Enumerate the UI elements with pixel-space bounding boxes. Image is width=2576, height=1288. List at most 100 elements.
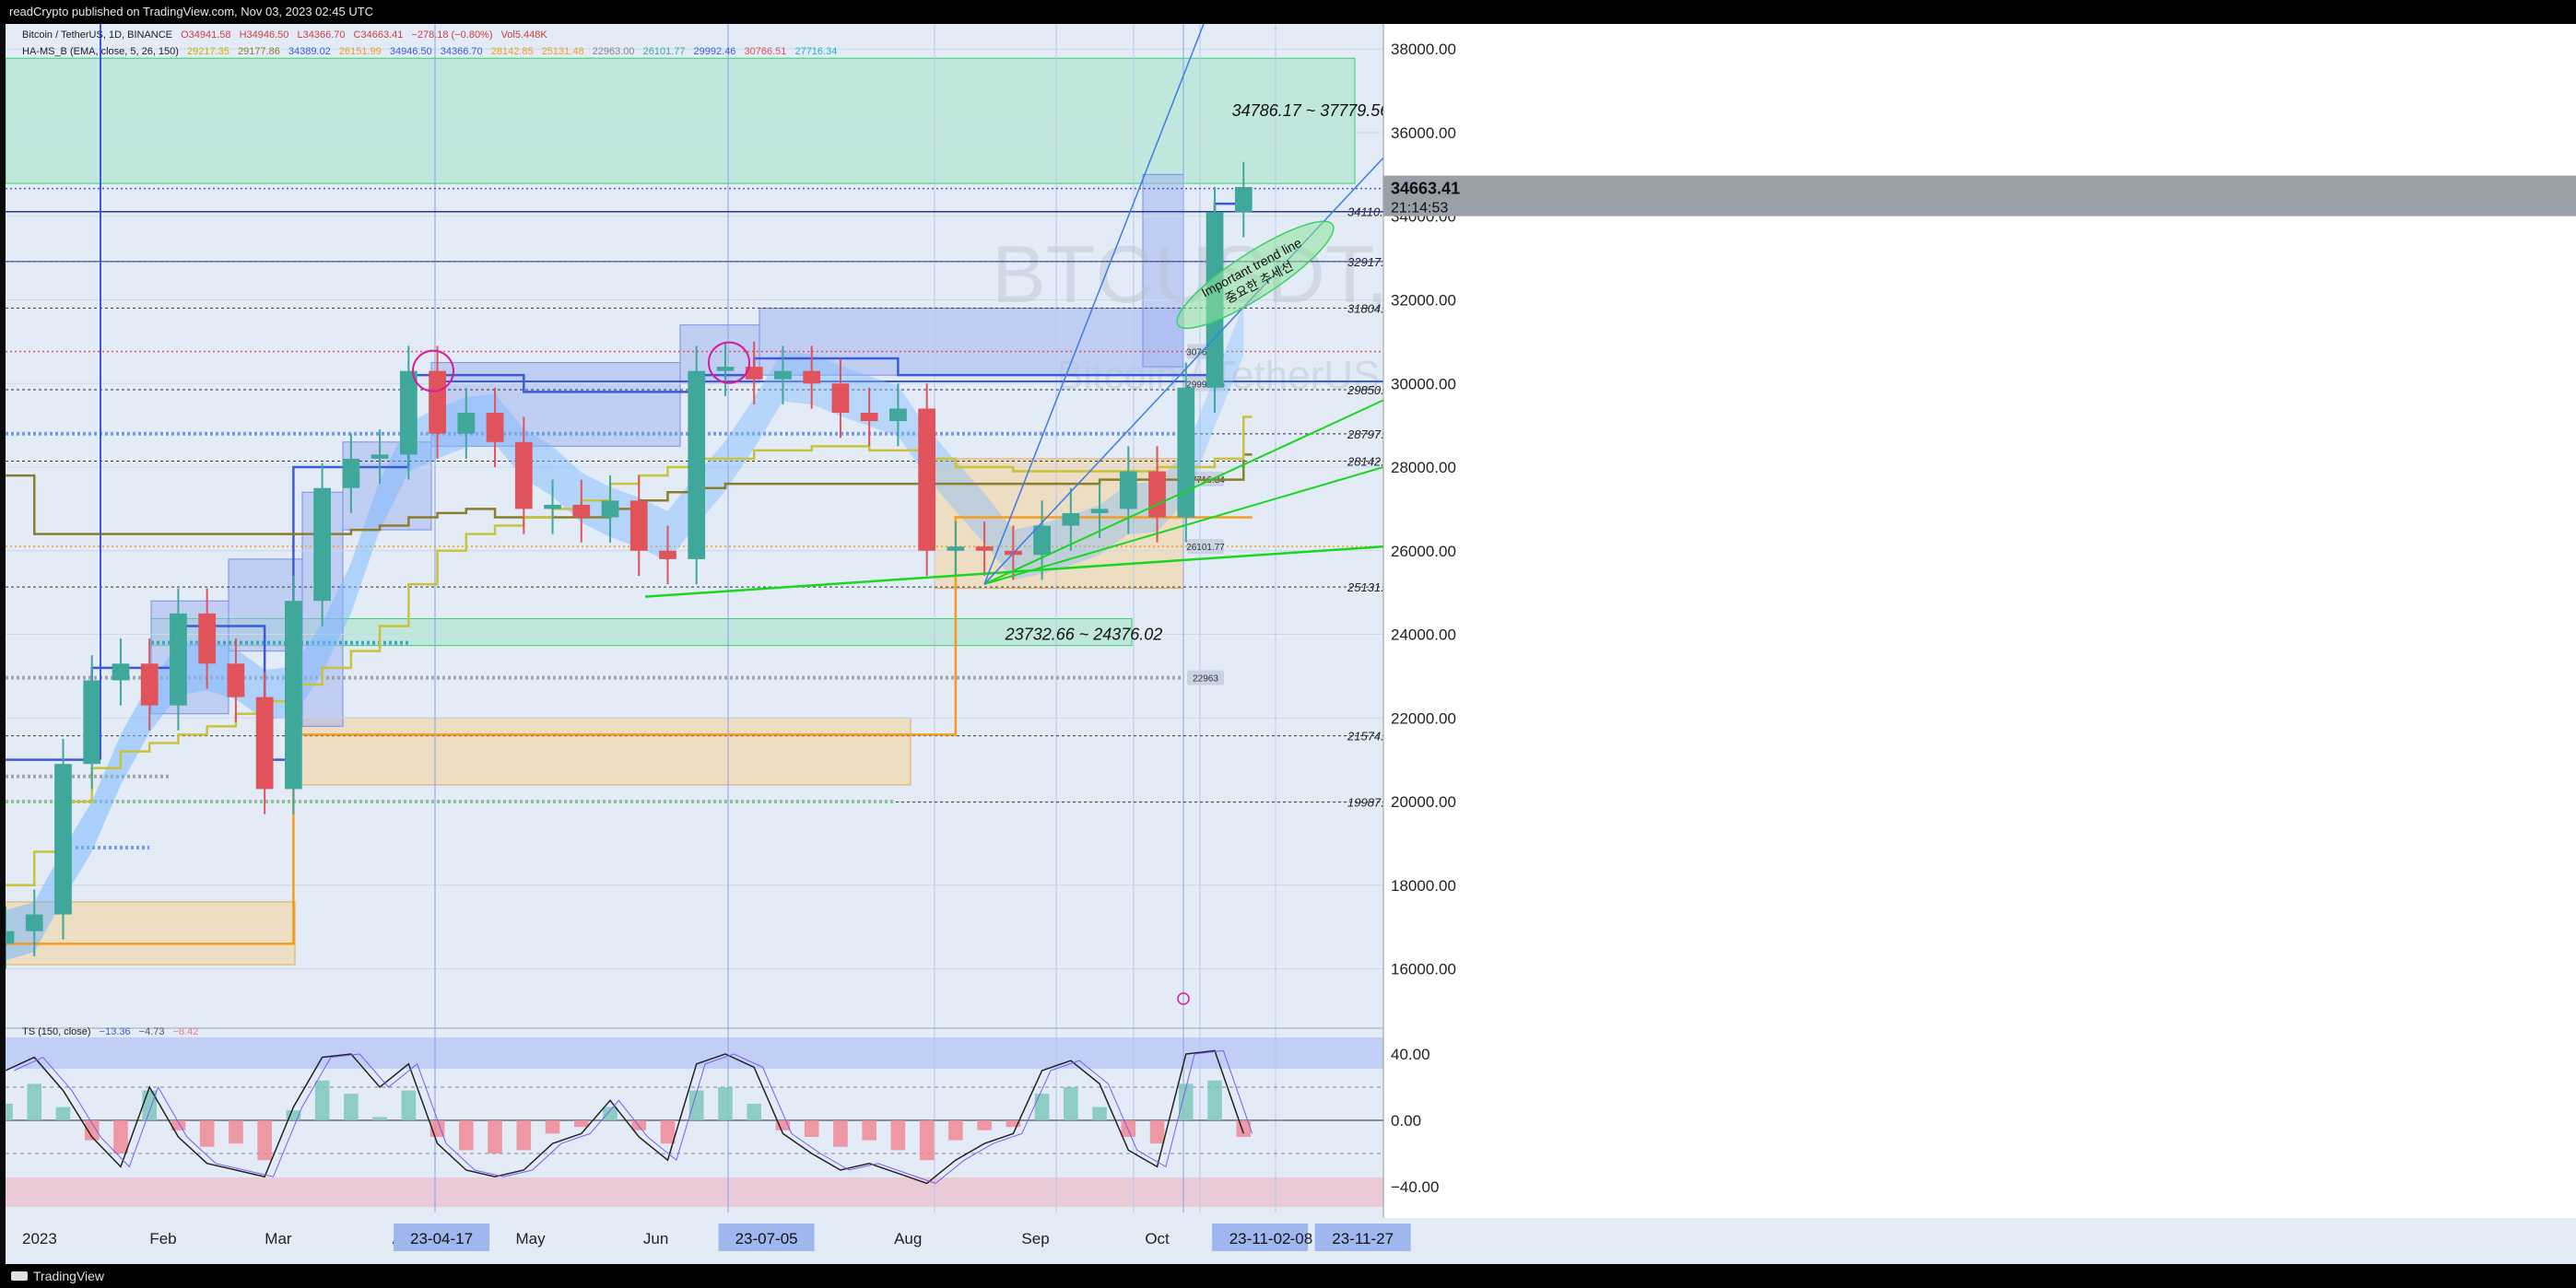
candle-body: [429, 370, 446, 434]
upper-zone-label: 34786.17 ~ 37779.56: [1232, 101, 1391, 120]
ts-value: −8.42: [172, 1026, 199, 1037]
indicator-value: 34389.02: [288, 46, 331, 57]
price-tick: 16000.00: [1391, 961, 1456, 978]
oscillator-bar: [1178, 1083, 1194, 1120]
oscillator-bar: [660, 1120, 676, 1144]
price-tag-label: 26101.77: [1186, 543, 1225, 553]
candle-body: [918, 408, 936, 551]
green-trend-line: [983, 466, 1384, 586]
ts-value: −4.73: [138, 1026, 165, 1037]
candle-body: [889, 408, 907, 422]
price-tag-label: 29992.46: [1186, 381, 1225, 391]
oscillator-bar: [775, 1120, 791, 1130]
indicator-legend: HA-MS_B (EMA, close, 5, 26, 150) 29217.3…: [22, 46, 842, 57]
oscillator-bar: [804, 1120, 819, 1137]
oscillator-bar: [516, 1120, 532, 1151]
time-highlight-label: 23-11-02: [1229, 1230, 1291, 1247]
oscillator-bar: [372, 1117, 387, 1120]
indicator-value: 34946.50: [389, 46, 432, 57]
oscillator-bar: [488, 1120, 502, 1153]
oscillator-bar: [27, 1083, 42, 1120]
indicator-value: 25131.48: [541, 46, 584, 57]
oscillator-bar: [113, 1120, 128, 1153]
oscillator-bar: [1006, 1120, 1021, 1128]
indicator-value: 26151.99: [338, 46, 382, 57]
time-label: 2023: [22, 1230, 57, 1247]
candle-body: [601, 500, 619, 518]
legend-volume: Vol5.448K: [500, 29, 547, 41]
candle-body: [25, 914, 43, 931]
candle-body: [399, 370, 418, 455]
candle-body: [285, 601, 302, 790]
price-tick: 28000.00: [1391, 459, 1456, 476]
time-label: Mar: [265, 1230, 292, 1247]
candle-body: [342, 458, 360, 488]
candle-body: [831, 383, 850, 414]
time-highlight-label: 23-11-27: [1332, 1230, 1394, 1247]
blue-box: [1142, 173, 1184, 368]
oscillator-bar: [977, 1120, 992, 1130]
grid-layer: [6, 24, 1383, 1212]
oscillator-upper-band: [6, 1037, 1383, 1069]
price-tick: 26000.00: [1391, 543, 1456, 560]
candle-body: [112, 663, 130, 681]
highlight-circle: [708, 341, 750, 384]
oscillator-bar: [401, 1090, 417, 1120]
legend-close: C34663.41: [353, 29, 404, 41]
price-tag: [1187, 539, 1224, 555]
trend-ellipse: [1176, 220, 1335, 330]
current-price-value: 34663.41: [1391, 180, 1460, 198]
price-tag-label: 30766.51: [1186, 347, 1225, 357]
price-tag: [1187, 670, 1224, 685]
candle-body: [170, 613, 187, 706]
trend-lines: [100, 23, 1384, 760]
candle-body: [803, 370, 821, 384]
time-label: Feb: [149, 1230, 176, 1247]
alert-icon: [1177, 992, 1190, 1005]
oscillator-bar: [718, 1087, 733, 1120]
candle-body: [544, 504, 561, 509]
time-highlight-label: 23-07-05: [735, 1230, 798, 1247]
oscillator-bar: [314, 1080, 330, 1120]
candle-body: [1090, 509, 1109, 513]
time-axis: 2023FebMarAprMayJunAugSepOct23-04-1723-0…: [6, 1218, 2576, 1264]
tradingview-logo[interactable]: TradingView: [11, 1264, 104, 1288]
price-tick: 36000.00: [1391, 124, 1456, 142]
upper-zone-box: [5, 57, 1356, 184]
candle-body: [659, 550, 676, 559]
legend-change: −278.18 (−0.80%): [411, 29, 493, 41]
oscillator-bar: [84, 1120, 100, 1141]
oscillator-bar: [229, 1120, 243, 1144]
price-tick: 22000.00: [1391, 709, 1456, 727]
candle-body: [1062, 512, 1080, 526]
indicator-value: 29992.46: [693, 46, 736, 57]
time-label: Oct: [1145, 1230, 1170, 1247]
oscillator-bar: [1064, 1087, 1078, 1120]
ts-label: TS (150, close): [22, 1026, 91, 1037]
oscillator-bar: [1207, 1080, 1222, 1120]
indicator-value: 30766.51: [744, 46, 787, 57]
candle-body: [745, 367, 763, 380]
indicator-value: 34366.70: [440, 46, 483, 57]
legend-low: L34366.70: [297, 29, 346, 41]
indicator-value: 29177.86: [237, 46, 280, 57]
oscillator-bar: [747, 1104, 762, 1120]
chart-frame[interactable]: BTCUSDT, 1D Bitcoin / TetherUS 34110.323…: [0, 23, 2576, 1264]
oscillator-lower-band: [6, 1177, 1383, 1207]
time-highlight: [394, 1224, 490, 1251]
brand-name: TradingView: [33, 1269, 105, 1283]
candle-body: [1234, 186, 1253, 213]
oscillator-pane: 40.00 0.00 −40.00: [0, 1046, 1439, 1196]
price-chart[interactable]: BTCUSDT, 1D Bitcoin / TetherUS 34110.323…: [0, 23, 2576, 1264]
lower-zone-label: 23732.66 ~ 24376.02: [1005, 626, 1163, 644]
time-label: May: [516, 1230, 547, 1247]
time-highlight: [718, 1224, 815, 1251]
orange-box: [294, 717, 912, 786]
candle-body: [774, 370, 792, 380]
candle-body: [514, 441, 533, 509]
price-tick: 20000.00: [1391, 793, 1456, 811]
oscillator-bar: [257, 1120, 272, 1161]
candle-body: [486, 413, 504, 442]
candle-body: [1177, 387, 1195, 518]
candle-body: [0, 931, 15, 944]
